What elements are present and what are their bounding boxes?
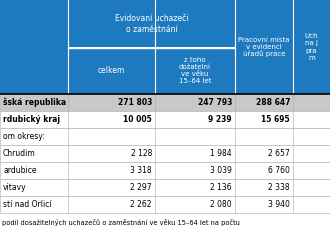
Text: 3 039: 3 039	[210, 166, 232, 175]
Text: Evidovaní uchazeči
o zaměstnání: Evidovaní uchazeči o zaměstnání	[115, 14, 188, 34]
Bar	[0, 179, 330, 196]
Bar	[0, 128, 330, 145]
Text: 2 297: 2 297	[130, 183, 152, 192]
Text: rdubický kraj: rdubický kraj	[3, 115, 60, 124]
Text: Uch
na j
pra
m: Uch na j pra m	[305, 33, 318, 61]
Text: 1 984: 1 984	[211, 149, 232, 158]
Text: 2 657: 2 657	[268, 149, 290, 158]
Bar	[155, 48, 235, 94]
Text: celkem: celkem	[98, 67, 125, 75]
Bar	[0, 94, 330, 111]
Bar	[0, 111, 330, 128]
Text: 288 647: 288 647	[255, 98, 290, 107]
Text: 15 695: 15 695	[261, 115, 290, 124]
Text: 247 793: 247 793	[198, 98, 232, 107]
Bar	[293, 0, 330, 94]
Bar	[68, 0, 235, 48]
Text: 3 940: 3 940	[268, 200, 290, 209]
Bar	[0, 162, 330, 179]
Text: vitavy: vitavy	[3, 183, 27, 192]
Bar	[0, 0, 68, 94]
Text: 9 239: 9 239	[208, 115, 232, 124]
Text: podíl dosažitelných uchazečů o zaměstnání ve věku 15–64 let na počtu: podíl dosažitelných uchazečů o zaměstnán…	[2, 219, 240, 226]
Text: 3 318: 3 318	[130, 166, 152, 175]
Text: 2 136: 2 136	[211, 183, 232, 192]
Text: Chrudim: Chrudim	[3, 149, 36, 158]
Bar	[235, 0, 293, 94]
Text: šská republika: šská republika	[3, 98, 66, 107]
Text: 2 128: 2 128	[131, 149, 152, 158]
Bar	[68, 48, 155, 94]
Text: 2 080: 2 080	[211, 200, 232, 209]
Text: 10 005: 10 005	[123, 115, 152, 124]
Text: ardubice: ardubice	[3, 166, 37, 175]
Bar	[0, 213, 330, 232]
Bar	[0, 145, 330, 162]
Text: om okresy:: om okresy:	[3, 132, 45, 141]
Text: Pracovní místa
v evidenci
úřadů práce: Pracovní místa v evidenci úřadů práce	[238, 37, 290, 57]
Text: stí nad Orlicí: stí nad Orlicí	[3, 200, 51, 209]
Text: z toho
dožatelní
ve věku
15–64 let: z toho dožatelní ve věku 15–64 let	[179, 58, 211, 84]
Text: 2 262: 2 262	[130, 200, 152, 209]
Bar	[0, 196, 330, 213]
Text: 6 760: 6 760	[268, 166, 290, 175]
Text: 2 338: 2 338	[268, 183, 290, 192]
Text: 271 803: 271 803	[117, 98, 152, 107]
Bar	[68, 47, 235, 49]
